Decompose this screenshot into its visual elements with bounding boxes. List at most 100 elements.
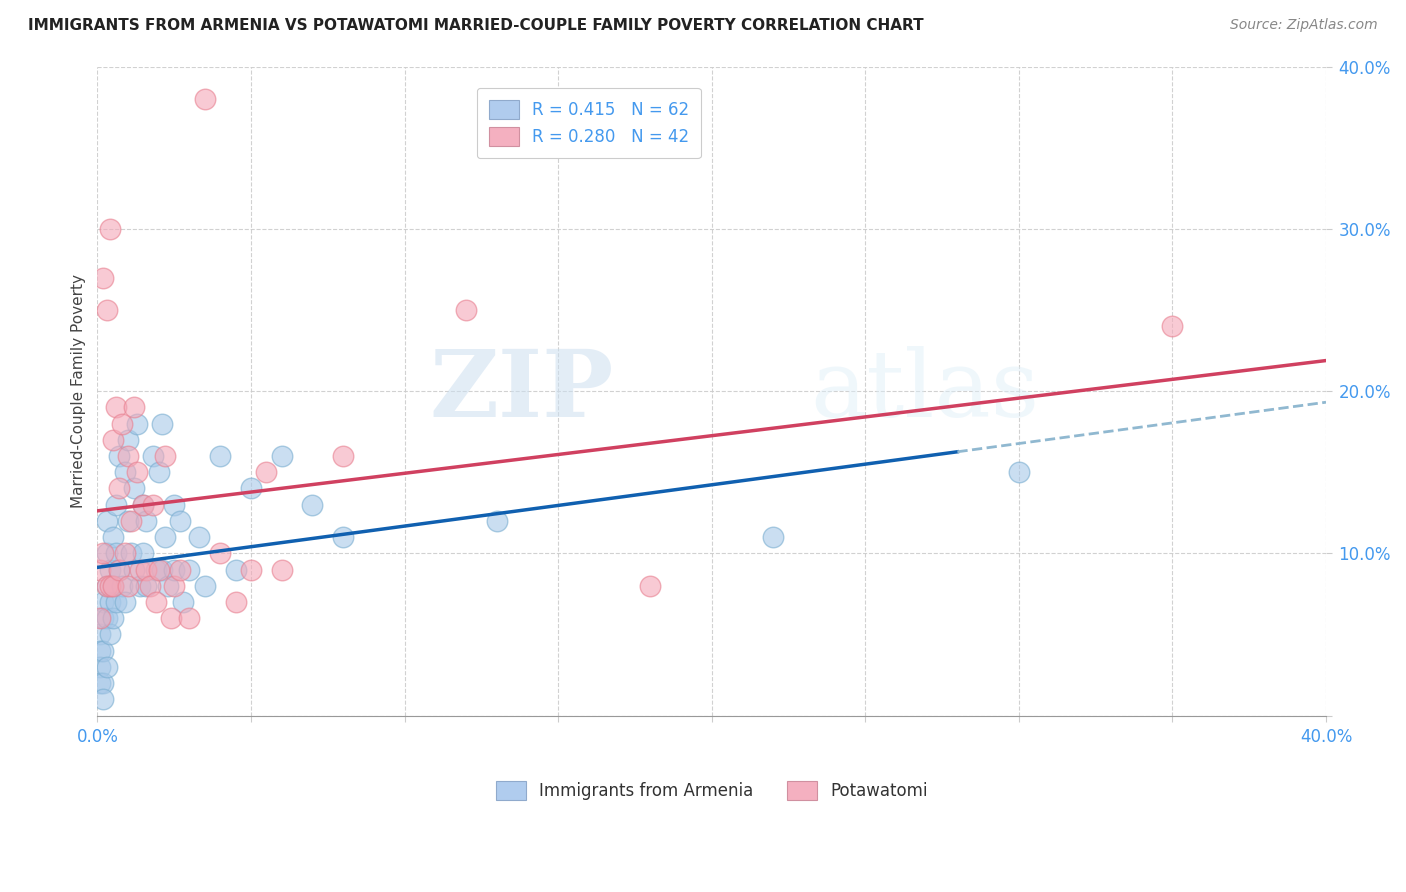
Text: atlas: atlas	[810, 346, 1039, 436]
Point	[160, 611, 183, 625]
Point	[127, 417, 149, 431]
Point	[138, 579, 160, 593]
Point	[101, 579, 124, 593]
Point	[96, 579, 118, 593]
Point	[114, 465, 136, 479]
Point	[98, 595, 121, 609]
Point	[129, 563, 152, 577]
Point	[89, 676, 111, 690]
Text: ZIP: ZIP	[429, 346, 613, 436]
Point	[122, 401, 145, 415]
Point	[454, 302, 477, 317]
Point	[332, 530, 354, 544]
Point	[117, 514, 139, 528]
Point	[142, 449, 165, 463]
Point	[132, 546, 155, 560]
Point	[132, 498, 155, 512]
Point	[120, 546, 142, 560]
Point	[135, 563, 157, 577]
Legend: Immigrants from Armenia, Potawatomi: Immigrants from Armenia, Potawatomi	[484, 769, 939, 812]
Point	[93, 611, 115, 625]
Y-axis label: Married-Couple Family Poverty: Married-Couple Family Poverty	[72, 274, 86, 508]
Point	[114, 595, 136, 609]
Point	[89, 563, 111, 577]
Point	[127, 465, 149, 479]
Point	[96, 579, 118, 593]
Point	[163, 579, 186, 593]
Point	[638, 579, 661, 593]
Point	[301, 498, 323, 512]
Point	[163, 498, 186, 512]
Text: Source: ZipAtlas.com: Source: ZipAtlas.com	[1230, 18, 1378, 32]
Point	[108, 482, 131, 496]
Point	[89, 627, 111, 641]
Point	[96, 660, 118, 674]
Point	[108, 563, 131, 577]
Point	[98, 579, 121, 593]
Point	[332, 449, 354, 463]
Point	[117, 433, 139, 447]
Point	[117, 579, 139, 593]
Point	[93, 546, 115, 560]
Point	[485, 514, 508, 528]
Point	[156, 579, 179, 593]
Point	[135, 579, 157, 593]
Point	[163, 563, 186, 577]
Point	[270, 449, 292, 463]
Point	[179, 563, 201, 577]
Point	[108, 563, 131, 577]
Point	[153, 530, 176, 544]
Point	[93, 595, 115, 609]
Point	[1161, 319, 1184, 334]
Point	[98, 222, 121, 236]
Point	[132, 498, 155, 512]
Point	[122, 482, 145, 496]
Point	[104, 595, 127, 609]
Point	[111, 417, 134, 431]
Point	[93, 676, 115, 690]
Point	[169, 563, 191, 577]
Point	[209, 449, 232, 463]
Point	[762, 530, 785, 544]
Point	[169, 514, 191, 528]
Point	[239, 563, 262, 577]
Point	[148, 465, 170, 479]
Point	[270, 563, 292, 577]
Point	[225, 595, 247, 609]
Point	[93, 643, 115, 657]
Point	[96, 302, 118, 317]
Point	[98, 563, 121, 577]
Point	[101, 433, 124, 447]
Point	[187, 530, 209, 544]
Point	[145, 563, 167, 577]
Point	[117, 449, 139, 463]
Point	[89, 611, 111, 625]
Point	[142, 498, 165, 512]
Point	[225, 563, 247, 577]
Point	[239, 482, 262, 496]
Point	[96, 514, 118, 528]
Point	[148, 563, 170, 577]
Point	[96, 546, 118, 560]
Point	[150, 417, 173, 431]
Point	[93, 692, 115, 706]
Point	[89, 643, 111, 657]
Point	[129, 579, 152, 593]
Point	[150, 563, 173, 577]
Point	[254, 465, 277, 479]
Point	[120, 514, 142, 528]
Point	[101, 579, 124, 593]
Text: IMMIGRANTS FROM ARMENIA VS POTAWATOMI MARRIED-COUPLE FAMILY POVERTY CORRELATION : IMMIGRANTS FROM ARMENIA VS POTAWATOMI MA…	[28, 18, 924, 33]
Point	[122, 563, 145, 577]
Point	[101, 530, 124, 544]
Point	[209, 546, 232, 560]
Point	[114, 546, 136, 560]
Point	[153, 449, 176, 463]
Point	[104, 401, 127, 415]
Point	[194, 92, 217, 106]
Point	[104, 498, 127, 512]
Point	[135, 514, 157, 528]
Point	[101, 611, 124, 625]
Point	[98, 627, 121, 641]
Point	[172, 595, 194, 609]
